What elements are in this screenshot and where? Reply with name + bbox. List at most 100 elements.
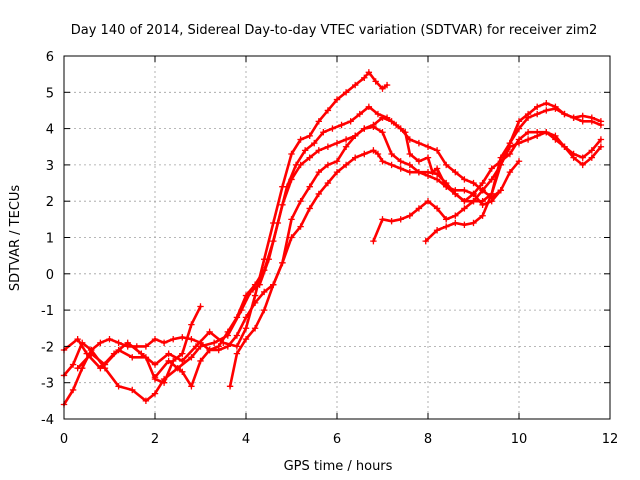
data-point-marker <box>315 168 322 176</box>
y-tick-label: -3 <box>41 377 54 392</box>
data-point-marker <box>388 118 395 125</box>
y-tick-label: 6 <box>46 50 54 65</box>
data-point-marker <box>306 205 313 212</box>
data-point-marker <box>415 168 423 176</box>
chart-title: Day 140 of 2014, Sidereal Day-to-day VTE… <box>71 23 598 38</box>
data-point-marker <box>165 357 172 365</box>
data-point-marker <box>197 357 204 365</box>
data-point-marker <box>561 110 568 118</box>
data-point-marker <box>352 81 359 89</box>
markers-track-4 <box>74 303 204 386</box>
y-tick-label: 2 <box>46 195 54 210</box>
data-point-marker <box>543 99 550 107</box>
data-point-marker <box>288 150 295 158</box>
data-point-marker <box>406 161 413 169</box>
data-point-marker <box>497 187 504 194</box>
data-point-marker <box>233 343 241 350</box>
data-point-marker <box>406 168 413 176</box>
data-point-marker <box>142 354 150 361</box>
data-point-marker <box>479 201 486 209</box>
data-point-marker <box>306 183 313 190</box>
x-tick-label: 4 <box>242 432 250 447</box>
data-point-marker <box>261 288 268 296</box>
data-point-marker <box>338 121 345 129</box>
data-point-marker <box>315 118 322 125</box>
data-point-marker <box>288 216 295 223</box>
data-point-marker <box>506 139 514 147</box>
data-point-marker <box>470 219 477 227</box>
data-point-marker <box>151 335 159 343</box>
y-tick-label: 3 <box>46 159 54 174</box>
data-point-marker <box>488 190 495 198</box>
data-point-marker <box>415 205 423 212</box>
data-point-marker <box>370 237 377 245</box>
y-axis-label: SDTVAR / TECUs <box>8 185 23 292</box>
data-point-marker <box>552 136 559 143</box>
data-point-marker <box>579 118 586 125</box>
data-point-marker <box>579 112 586 120</box>
data-point-marker <box>424 154 432 161</box>
data-point-marker <box>552 103 559 111</box>
data-point-marker <box>543 107 550 114</box>
data-point-marker <box>311 139 318 147</box>
data-point-marker <box>397 216 404 223</box>
data-point-marker <box>74 335 81 343</box>
data-point-marker <box>433 205 441 212</box>
data-point-marker <box>461 205 468 212</box>
data-point-marker <box>370 121 377 129</box>
data-point-marker <box>488 165 495 172</box>
data-point-marker <box>356 110 363 118</box>
data-point-marker <box>138 350 145 357</box>
y-tick-label: 1 <box>46 232 54 247</box>
data-point-marker <box>79 339 86 346</box>
data-point-marker <box>197 339 204 346</box>
data-point-marker <box>347 118 354 125</box>
data-point-marker <box>115 346 122 354</box>
data-point-marker <box>69 361 77 368</box>
data-point-marker <box>570 150 577 158</box>
data-point-marker <box>74 364 81 372</box>
data-point-marker <box>443 216 450 223</box>
data-point-marker <box>443 161 450 169</box>
x-tick-label: 0 <box>60 432 68 447</box>
data-point-marker <box>188 335 195 343</box>
y-tick-label: -4 <box>41 413 54 428</box>
data-point-marker <box>342 143 350 150</box>
data-point-marker <box>524 129 532 136</box>
data-point-marker <box>226 383 234 390</box>
data-point-marker <box>179 368 186 376</box>
data-point-marker <box>588 147 595 154</box>
data-point-marker <box>251 292 259 299</box>
data-point-marker <box>306 154 313 161</box>
data-point-marker <box>479 179 486 187</box>
data-point-marker <box>374 150 382 158</box>
data-point-marker <box>372 78 379 85</box>
data-point-marker <box>297 198 304 205</box>
data-point-marker <box>129 386 136 394</box>
data-point-marker <box>506 150 514 158</box>
data-point-marker <box>452 219 459 227</box>
data-point-marker <box>415 139 423 147</box>
x-tick-label: 12 <box>602 432 619 447</box>
data-point-marker <box>470 190 477 198</box>
data-point-marker <box>433 176 441 183</box>
data-point-marker <box>361 74 368 81</box>
data-point-marker <box>242 292 250 299</box>
data-point-marker <box>397 125 404 132</box>
data-point-marker <box>588 154 595 161</box>
data-point-marker <box>333 158 341 165</box>
y-tick-label: -2 <box>41 340 54 355</box>
data-point-marker <box>288 176 295 183</box>
data-point-marker <box>422 237 429 245</box>
y-tick-label: 0 <box>46 268 54 283</box>
data-point-marker <box>270 281 277 288</box>
data-point-marker <box>365 69 373 76</box>
data-point-marker <box>579 154 586 161</box>
data-point-marker <box>279 201 286 209</box>
data-point-marker <box>160 379 168 386</box>
data-point-marker <box>579 161 586 169</box>
data-point-marker <box>379 158 386 165</box>
y-tick-label: -1 <box>41 304 54 319</box>
